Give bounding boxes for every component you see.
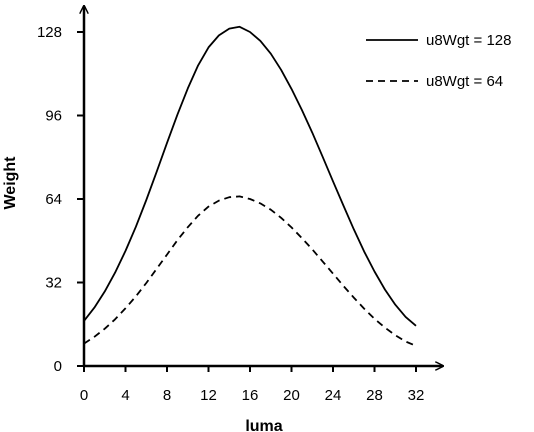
x-tick-label: 24: [325, 387, 342, 404]
x-tick-label: 12: [200, 387, 217, 404]
legend-label-2: u8Wgt = 64: [426, 73, 503, 90]
y-tick-label: 32: [45, 275, 62, 292]
legend-label-1: u8Wgt = 128: [426, 32, 511, 49]
x-tick-label: 16: [242, 387, 259, 404]
y-tick-label: 128: [37, 24, 62, 41]
y-tick-label: 96: [45, 108, 62, 125]
series-line-2: [83, 195, 417, 347]
x-axis-title: luma: [245, 418, 282, 432]
series-layer: [83, 25, 417, 347]
x-tick-label: 20: [283, 387, 300, 404]
x-tick-label: 0: [80, 387, 88, 404]
series-line-1: [83, 25, 417, 327]
y-ticks: 0 32 64 96 128: [37, 24, 84, 375]
x-tick-label: 32: [408, 387, 425, 404]
y-tick-label: 0: [54, 358, 62, 375]
x-tick-label: 28: [366, 387, 383, 404]
y-axis-title: Weight: [2, 156, 19, 210]
x-tick-label: 4: [121, 387, 129, 404]
x-ticks: 0 4 8 12 16 20 24 28 32: [80, 366, 425, 404]
y-tick-label: 64: [45, 191, 62, 208]
x-tick-label: 8: [163, 387, 171, 404]
legend: u8Wgt = 128 u8Wgt = 64: [366, 32, 511, 90]
